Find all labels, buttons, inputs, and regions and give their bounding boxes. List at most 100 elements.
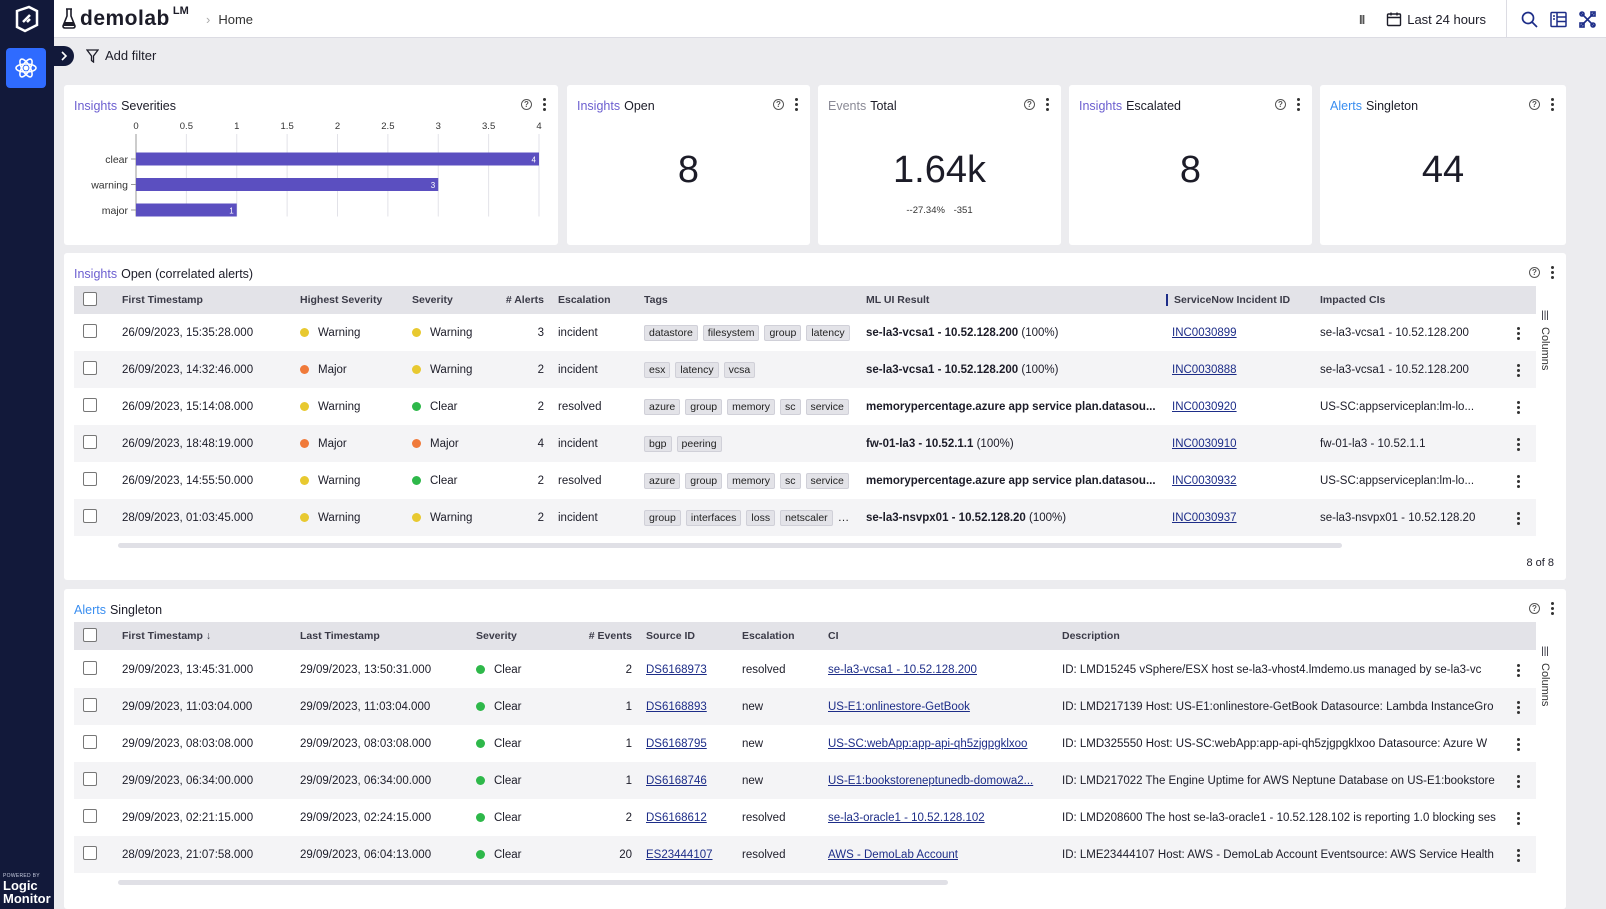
horizontal-scrollbar[interactable] [118, 543, 1342, 548]
more-options-icon[interactable] [1045, 98, 1049, 111]
column-header[interactable]: Description [1062, 630, 1120, 642]
more-options-icon[interactable] [794, 98, 798, 111]
select-all-checkbox[interactable] [83, 627, 97, 642]
help-icon[interactable]: ? [1529, 99, 1540, 110]
row-checkbox[interactable] [83, 324, 97, 338]
ci-link[interactable]: US-E1:bookstoreneptunedb-domowa2... [828, 774, 1034, 787]
tag-chip[interactable]: interfaces [685, 509, 742, 526]
pause-icon[interactable]: II [1358, 11, 1365, 27]
columns-panel-toggle[interactable]: ||| Columns [1536, 646, 1554, 706]
nav-item-exploration-icon[interactable] [6, 48, 46, 88]
servicenow-incident-link[interactable]: INC0030910 [1172, 437, 1237, 450]
help-icon[interactable]: ? [1529, 267, 1540, 278]
table-row[interactable]: 28/09/2023, 21:07:58.000 29/09/2023, 06:0… [74, 836, 1536, 873]
tag-chip[interactable]: azure [644, 398, 681, 415]
brand[interactable]: demolab LM [62, 5, 189, 31]
row-actions-icon[interactable] [1516, 664, 1520, 677]
row-checkbox[interactable] [83, 772, 97, 786]
tag-chip[interactable]: bgp [644, 435, 672, 452]
column-header[interactable]: First Timestamp [122, 294, 203, 306]
table-row[interactable]: 29/09/2023, 13:45:31.000 29/09/2023, 13:5… [74, 651, 1536, 688]
table-row[interactable]: 29/09/2023, 08:03:08.000 29/09/2023, 08:0… [74, 725, 1536, 762]
help-icon[interactable]: ? [521, 99, 532, 110]
row-actions-icon[interactable] [1516, 401, 1520, 414]
tag-chip[interactable]: esx [644, 361, 671, 378]
column-header[interactable]: Last Timestamp [300, 630, 380, 642]
source-id-link[interactable]: DS6168795 [646, 737, 707, 750]
row-checkbox[interactable] [83, 735, 97, 749]
more-options-icon[interactable] [1550, 98, 1554, 111]
more-options-icon[interactable] [1550, 266, 1554, 279]
column-header[interactable]: Escalation [742, 630, 795, 642]
row-actions-icon[interactable] [1516, 701, 1520, 714]
servicenow-incident-link[interactable]: INC0030937 [1172, 511, 1237, 524]
more-options-icon[interactable] [1550, 602, 1554, 615]
row-checkbox[interactable] [83, 435, 97, 449]
column-header[interactable]: # Events [588, 630, 632, 642]
row-actions-icon[interactable] [1516, 327, 1520, 340]
horizontal-scrollbar[interactable] [118, 880, 948, 885]
tag-chip[interactable]: datastore [644, 324, 698, 341]
column-header[interactable]: Source ID [646, 630, 696, 642]
tag-chip[interactable]: netscaler [780, 509, 833, 526]
ci-link[interactable]: US-SC:webApp:app-api-qh5zjgpgklxoo [828, 737, 1028, 750]
column-header[interactable]: # Alerts [505, 294, 544, 306]
tag-chip[interactable]: peering [676, 435, 722, 452]
select-all-checkbox[interactable] [83, 291, 97, 306]
row-checkbox[interactable] [83, 398, 97, 412]
table-row[interactable]: 26/09/2023, 18:48:19.000 Major Major 4 incid… [74, 425, 1536, 462]
help-icon[interactable]: ? [773, 99, 784, 110]
row-actions-icon[interactable] [1516, 812, 1520, 825]
tag-chip[interactable]: service [805, 398, 849, 415]
table-row[interactable]: 29/09/2023, 11:03:04.000 29/09/2023, 11:0… [74, 688, 1536, 725]
column-header[interactable]: Severity [412, 294, 453, 306]
servicenow-incident-link[interactable]: INC0030888 [1172, 363, 1237, 376]
tag-chip[interactable]: azure [644, 472, 681, 489]
tag-chip[interactable]: group [685, 472, 723, 489]
tag-chip[interactable]: loss [746, 509, 776, 526]
servicenow-incident-link[interactable]: INC0030920 [1172, 400, 1237, 413]
column-header[interactable]: Escalation [558, 294, 611, 306]
column-header[interactable]: CI [828, 630, 839, 642]
column-header[interactable]: First Timestamp ↓ [116, 630, 294, 642]
help-icon[interactable]: ? [1529, 603, 1540, 614]
column-header[interactable]: ServiceNow Incident ID [1166, 294, 1314, 306]
tag-chip[interactable]: vcsa [723, 361, 756, 378]
row-checkbox[interactable] [83, 698, 97, 712]
tag-chip[interactable]: service [805, 472, 849, 489]
tag-chip[interactable]: filesystem [702, 324, 760, 341]
expand-sidebar-chevron-icon[interactable] [54, 46, 74, 66]
source-id-link[interactable]: DS6168746 [646, 774, 707, 787]
tools-icon[interactable] [1577, 9, 1597, 29]
columns-panel-toggle[interactable]: ||| Columns [1536, 310, 1554, 370]
column-header[interactable]: Tags [644, 294, 668, 306]
column-header[interactable]: ML UI Result [866, 294, 930, 306]
source-id-link[interactable]: DS6168893 [646, 700, 707, 713]
help-icon[interactable]: ? [1024, 99, 1035, 110]
table-row[interactable]: 29/09/2023, 06:34:00.000 29/09/2023, 06:3… [74, 762, 1536, 799]
row-actions-icon[interactable] [1516, 849, 1520, 862]
column-header[interactable]: Impacted CIs [1320, 294, 1386, 306]
row-actions-icon[interactable] [1516, 775, 1520, 788]
row-checkbox[interactable] [83, 472, 97, 486]
search-icon[interactable] [1519, 9, 1539, 29]
table-row[interactable]: 26/09/2023, 15:14:08.000 Warning Clear 2 res… [74, 388, 1536, 425]
source-id-link[interactable]: DS6168973 [646, 663, 707, 676]
logicmonitor-logo-icon[interactable] [13, 5, 41, 33]
row-checkbox[interactable] [83, 661, 97, 675]
column-header[interactable]: Highest Severity [300, 294, 383, 306]
row-actions-icon[interactable] [1516, 364, 1520, 377]
source-id-link[interactable]: ES23444107 [646, 848, 713, 861]
row-checkbox[interactable] [83, 846, 97, 860]
add-filter-button[interactable]: Add filter [86, 48, 156, 63]
more-options-icon[interactable] [1296, 98, 1300, 111]
tag-chip[interactable]: memory [727, 398, 776, 415]
table-row[interactable]: 26/09/2023, 14:55:50.000 Warning Clear 2 res… [74, 462, 1536, 499]
row-actions-icon[interactable] [1516, 438, 1520, 451]
ci-link[interactable]: AWS - DemoLab Account [828, 848, 958, 861]
row-actions-icon[interactable] [1516, 738, 1520, 751]
tag-chip[interactable]: group [764, 324, 802, 341]
time-range-picker[interactable]: Last 24 hours [1386, 11, 1486, 27]
tag-chip[interactable]: latency [675, 361, 719, 378]
row-actions-icon[interactable] [1516, 512, 1520, 525]
